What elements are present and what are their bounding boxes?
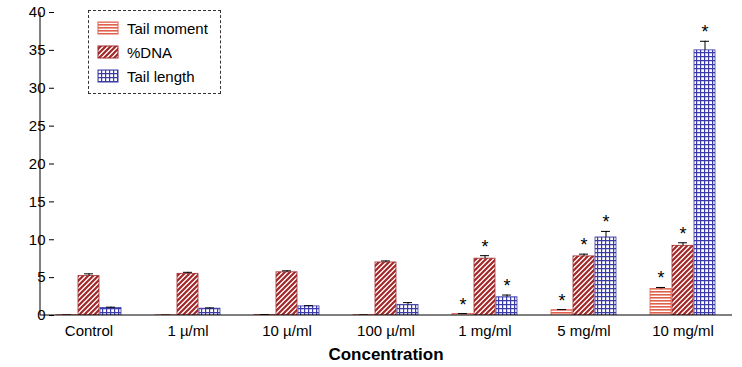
- svg-text:5: 5: [37, 268, 45, 285]
- svg-text:Control: Control: [65, 322, 113, 339]
- svg-text:*: *: [503, 276, 510, 296]
- svg-text:10: 10: [29, 231, 46, 248]
- svg-text:20: 20: [29, 155, 46, 172]
- svg-text:*: *: [602, 212, 609, 232]
- svg-text:*: *: [481, 237, 488, 257]
- svg-text:15: 15: [29, 193, 46, 210]
- svg-text:25: 25: [29, 117, 46, 134]
- svg-text:100 µ/ml: 100 µ/ml: [357, 322, 415, 339]
- svg-text:40: 40: [29, 3, 46, 20]
- svg-text:10 µ/ml: 10 µ/ml: [262, 322, 312, 339]
- svg-text:*: *: [679, 224, 686, 244]
- svg-text:0: 0: [37, 306, 46, 324]
- html-text:Tail moment: Tail moment: [127, 19, 208, 37]
- svg-text:*: *: [558, 291, 565, 311]
- svg-text:1 mg/ml: 1 mg/ml: [458, 322, 511, 339]
- svg-text:5 mg/ml: 5 mg/ml: [557, 322, 610, 339]
- html-text:Tail length: Tail length: [127, 67, 195, 85]
- svg-text:*: *: [701, 22, 708, 42]
- svg-text:30: 30: [29, 79, 46, 96]
- svg-text:*: *: [580, 235, 587, 255]
- svg-text:*: *: [459, 295, 466, 315]
- svg-text:1 µ/ml: 1 µ/ml: [167, 322, 208, 339]
- svg-text:*: *: [657, 268, 664, 288]
- html-text:%DNA: %DNA: [127, 43, 172, 61]
- svg-text:Concentration: Concentration: [328, 345, 443, 364]
- svg-text:35: 35: [29, 41, 46, 58]
- svg-text:10 mg/ml: 10 mg/ml: [652, 322, 714, 339]
